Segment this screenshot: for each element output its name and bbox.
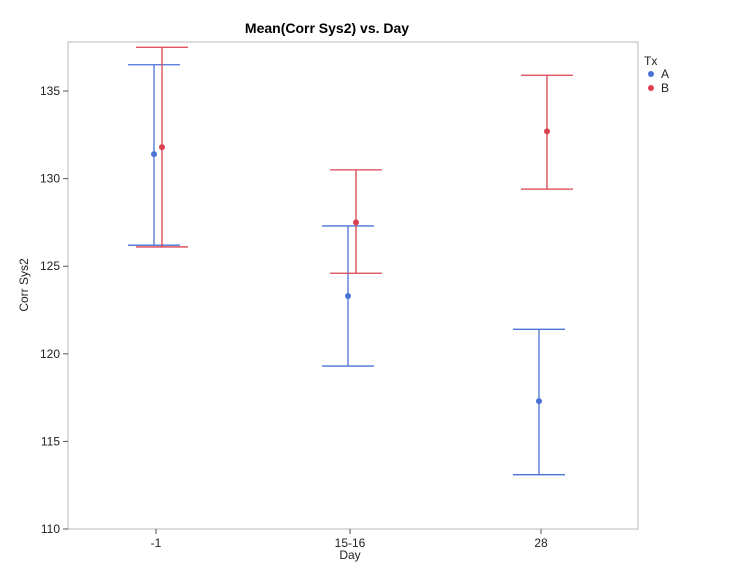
mean-point-b <box>159 144 165 151</box>
plot-frame <box>67 41 639 530</box>
legend-title: Tx <box>644 54 657 68</box>
y-tick-label: 125 <box>40 259 60 273</box>
x-tick-label: 28 <box>534 536 548 550</box>
y-tick-label: 135 <box>40 84 60 98</box>
mean-point-a <box>536 398 542 405</box>
y-tick-label: 120 <box>40 347 60 361</box>
legend-label-a: A <box>661 67 669 81</box>
legend-marker-b <box>648 85 654 91</box>
y-tick-label: 115 <box>41 434 60 448</box>
mean-point-a <box>151 151 157 158</box>
mean-point-b <box>353 219 359 226</box>
y-axis: 110 115 120 125 130 135 <box>40 84 68 536</box>
legend-marker-a <box>648 71 654 77</box>
data-marks <box>128 46 573 476</box>
y-axis-label: Corr Sys2 <box>17 258 31 312</box>
x-axis: -1 15-16 28 <box>151 529 548 550</box>
x-tick-label: 15-16 <box>335 536 366 550</box>
chart-title: Mean(Corr Sys2) vs. Day <box>245 20 409 36</box>
mean-point-a <box>345 293 351 300</box>
y-tick-label: 130 <box>40 172 60 186</box>
x-tick-label: -1 <box>151 536 162 550</box>
x-axis-label: Day <box>339 548 360 562</box>
legend: Tx AB <box>644 54 669 95</box>
legend-label-b: B <box>661 81 669 95</box>
y-tick-label: 110 <box>41 522 60 536</box>
mean-point-b <box>544 128 550 135</box>
